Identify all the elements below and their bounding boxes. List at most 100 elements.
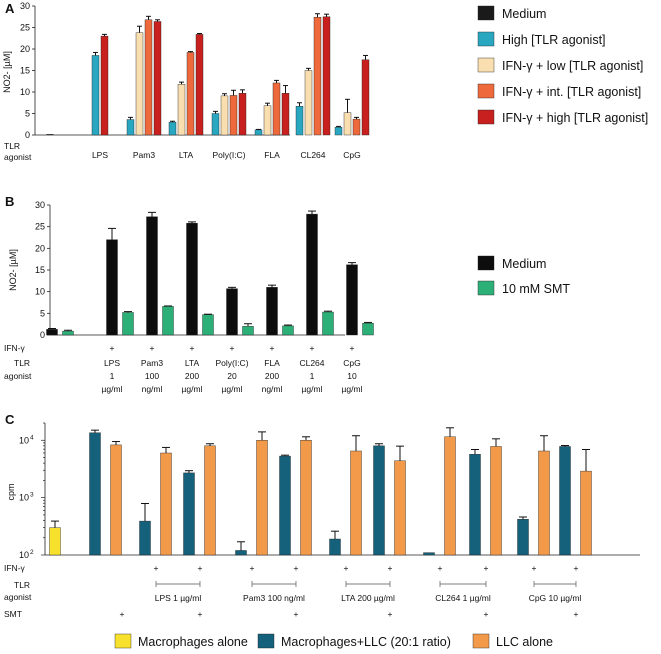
bar-6-3: [313, 16, 322, 136]
bar-llc-alone: [204, 445, 216, 556]
ifn-mark: +: [310, 343, 315, 353]
bar-4-3: [229, 95, 238, 136]
bar-2-4: [153, 21, 162, 136]
bar-2-1: [162, 306, 174, 336]
y-axis-label: cpm: [6, 483, 16, 500]
agonist-label-line: Pam3: [141, 358, 163, 368]
bar-macrophages-llc: [373, 445, 385, 556]
legend-swatch: [477, 5, 495, 21]
legend-label: LLC alone: [496, 635, 553, 649]
agonist-label-line: µg/ml: [302, 384, 323, 394]
group-label: CL264: [300, 150, 325, 160]
legend-a: Medium High [TLR agonist] IFN-γ + low [TLR…: [477, 5, 648, 125]
bar-llc-alone: [256, 440, 268, 556]
ifn-mark: +: [110, 343, 115, 353]
bar-6-0: [306, 213, 318, 336]
bar-llc-alone: [580, 470, 592, 556]
y-tick-label: 15: [35, 265, 45, 275]
smt-mark: +: [198, 609, 203, 619]
legend-swatch: [477, 255, 495, 271]
bar-7-0: [346, 264, 358, 336]
legend-swatch: [477, 109, 495, 125]
bar-5-3: [272, 82, 281, 136]
agonist-label-line: 100: [145, 371, 159, 381]
agonist-label-line: ng/ml: [142, 384, 163, 394]
bar-4-1: [242, 326, 254, 336]
bar-6-2: [304, 70, 313, 136]
legend-swatch: [114, 633, 132, 649]
panel-letter-b: B: [5, 194, 14, 209]
bar-macrophages-llc: [329, 538, 341, 556]
legend-label: IFN-γ + int. [TLR agonist]: [502, 85, 641, 99]
agonist-label-line: µg/ml: [102, 384, 123, 394]
bar-llc-alone: [490, 446, 502, 556]
agonist-label-line: ng/ml: [262, 384, 283, 394]
agonist-label-line: µg/ml: [182, 384, 203, 394]
group-label: LPS: [92, 150, 108, 160]
row-label-ifn: IFN-γ: [4, 343, 26, 353]
y-tick-exponent: 4: [30, 434, 34, 441]
agonist-label-line: FLA: [264, 358, 280, 368]
bar-7-2: [343, 112, 352, 136]
bar-1-4: [100, 35, 109, 136]
bar-3-1: [168, 121, 177, 136]
ifn-mark: +: [574, 563, 579, 573]
bar-1-1: [122, 312, 134, 336]
agonist-bracket-label: LPS 1 µg/ml: [155, 593, 202, 603]
bar-3-2: [177, 84, 186, 136]
y-tick-label: 10: [19, 435, 29, 445]
row-label-tlr: TLR: [4, 141, 20, 151]
y-tick-label: 5: [40, 308, 45, 318]
row-label-agonist: agonist: [4, 152, 32, 162]
ifn-mark: +: [484, 563, 489, 573]
bar-7-1: [362, 323, 374, 336]
ifn-mark: +: [294, 563, 299, 573]
bar-5-4: [281, 93, 290, 136]
ifn-mark: +: [344, 563, 349, 573]
ifn-mark: +: [438, 563, 443, 573]
bar-2-3: [144, 19, 153, 136]
legend-label: High [TLR agonist]: [502, 33, 606, 47]
legend-label: Macrophages+LLC (20:1 ratio): [281, 635, 451, 649]
row-label-tlr: TLR: [14, 358, 30, 368]
row-label-tlr: TLR: [14, 580, 30, 590]
bar-macrophages-llc: [469, 454, 481, 556]
ifn-mark: +: [150, 343, 155, 353]
y-axis-label: NO2- [µM]: [8, 249, 18, 291]
agonist-label-line: 10: [347, 371, 357, 381]
legend-label: Medium: [502, 257, 546, 271]
bar-macrophages-llc: [559, 446, 571, 556]
y-tick-label: 10: [19, 550, 29, 560]
y-tick-label: 0: [40, 330, 45, 340]
legend-swatch: [257, 633, 275, 649]
bar-2-0: [146, 216, 158, 336]
bar-llc-alone: [110, 444, 122, 556]
ifn-mark: +: [198, 563, 203, 573]
bar-6-1: [295, 105, 304, 136]
bar-macrophages-llc: [279, 455, 291, 556]
bar-llc-alone: [160, 452, 172, 556]
bar-2-1: [126, 119, 135, 136]
agonist-label-line: 200: [185, 371, 199, 381]
agonist-bracket-label: LTA 200 µg/ml: [341, 593, 395, 603]
bar-3-3: [186, 52, 195, 136]
y-tick-label: 0: [25, 130, 30, 140]
y-tick-label: 30: [35, 200, 45, 210]
legend-label: 10 mM SMT: [502, 282, 570, 296]
bar-llc-alone: [394, 460, 406, 556]
y-tick-exponent: 3: [30, 492, 34, 499]
bar-0-0: [46, 329, 58, 336]
agonist-label-line: LPS: [104, 358, 120, 368]
bar-3-0: [186, 222, 198, 336]
bar-medium: [46, 134, 54, 135]
agonist-label-line: Poly(I:C): [215, 358, 248, 368]
panel-letter-c: C: [5, 412, 15, 427]
panel-b: B 0 5 10 15 20 25 30 NO2- [µM] + LPS 1 µg/ml + Pam3 100…: [4, 194, 374, 394]
legend-swatch: [477, 280, 495, 296]
group-label: CpG: [343, 150, 360, 160]
group-label: FLA: [264, 150, 280, 160]
bar-macrophages-llc: [139, 520, 151, 556]
legend-c: Macrophages alone Macrophages+LLC (20:1 r…: [114, 633, 553, 649]
y-tick-label: 30: [20, 1, 30, 11]
bar-macrophages-llc: [235, 550, 247, 556]
